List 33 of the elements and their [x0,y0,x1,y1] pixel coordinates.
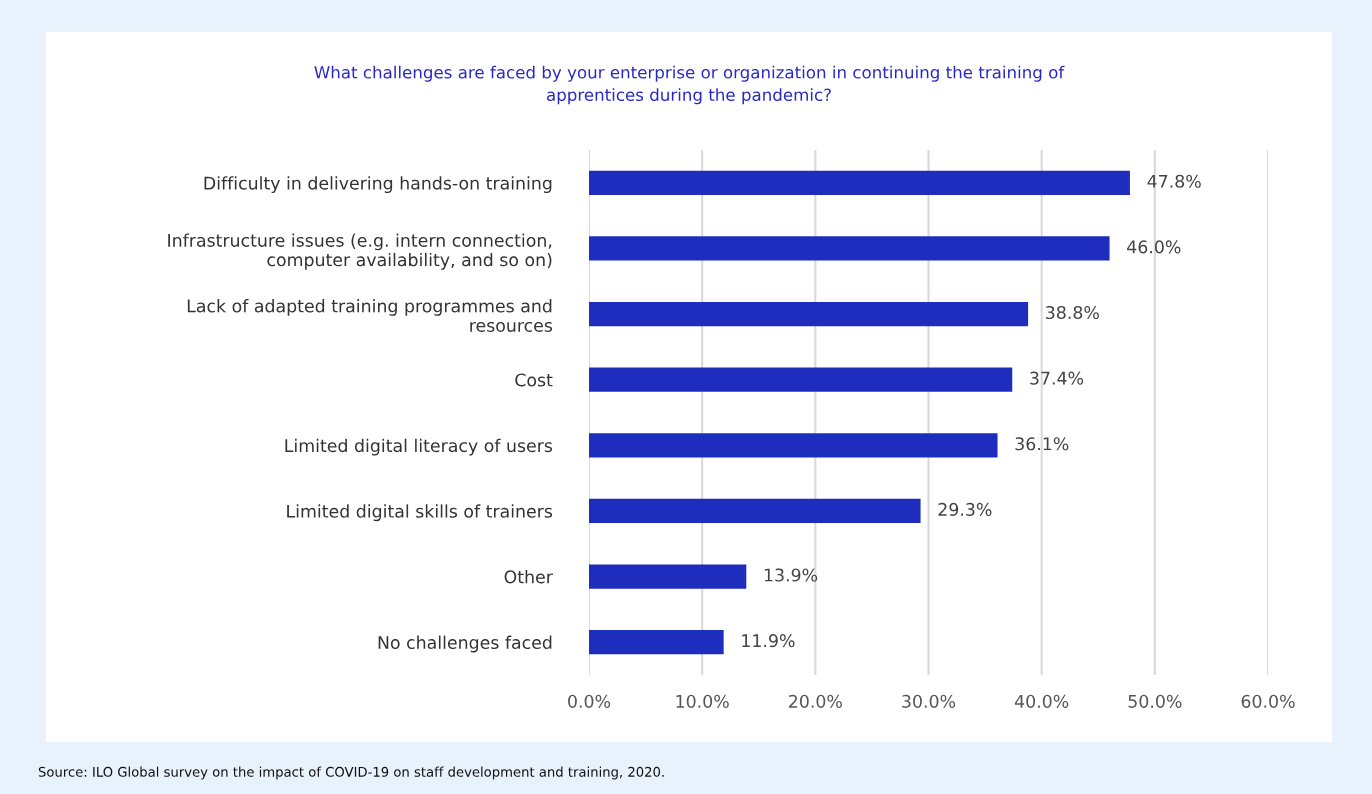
bar [589,564,747,589]
data-label: 37.4% [1030,371,1084,385]
x-tick-label: 40.0% [1014,694,1069,708]
x-tick-label: 30.0% [902,694,956,708]
source-note: Source: ILO Global survey on the impact of COVID-19 on staff development and training, 2020. [38,766,664,780]
chart-title: What challenges are faced by your enterprise or organization in continuing the training of apprentices during the pandemic? [314,65,1065,105]
x-tick-label: 60.0% [1241,694,1295,708]
y-tick-label: Difficulty in delivering hands-on training [204,176,552,194]
data-label: 47.8% [1147,174,1201,188]
data-label: 13.9% [764,568,818,582]
x-tick-label: 20.0% [789,694,842,708]
bar [589,433,998,458]
x-tick-label: 10.0% [676,694,729,708]
y-tick-label: Infrastructure issues (e.g. intern connection, computer availability, and so on) [168,233,552,270]
x-tick-label: 50.0% [1128,694,1182,708]
bar [589,236,1110,261]
y-tick-label: Cost [515,373,553,387]
data-label: 11.9% [742,634,795,648]
data-label: 36.1% [1015,437,1069,451]
x-tick-label: 0.0% [568,694,611,708]
y-tick-label: Limited digital skills of trainers [287,504,553,522]
bar [589,301,1029,327]
bar [589,367,1013,392]
y-tick-label: No challenges faced [378,635,552,653]
data-label: 38.8% [1046,305,1099,320]
data-label: 29.3% [938,502,992,516]
bar [589,630,724,655]
bar [589,498,921,524]
y-tick-label: Lack of adapted training programmes and resources [187,299,553,332]
y-tick-label: Limited digital literacy of users [285,438,553,456]
y-tick-label: Other [504,569,553,584]
bar [589,170,1130,195]
data-label: 46.0% [1127,240,1181,254]
